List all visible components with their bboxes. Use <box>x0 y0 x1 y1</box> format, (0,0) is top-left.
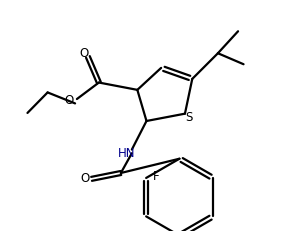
Text: O: O <box>80 47 89 60</box>
Text: O: O <box>64 94 74 107</box>
Text: O: O <box>80 172 90 185</box>
Text: HN: HN <box>118 147 135 160</box>
Text: S: S <box>186 111 193 124</box>
Text: F: F <box>153 170 160 183</box>
